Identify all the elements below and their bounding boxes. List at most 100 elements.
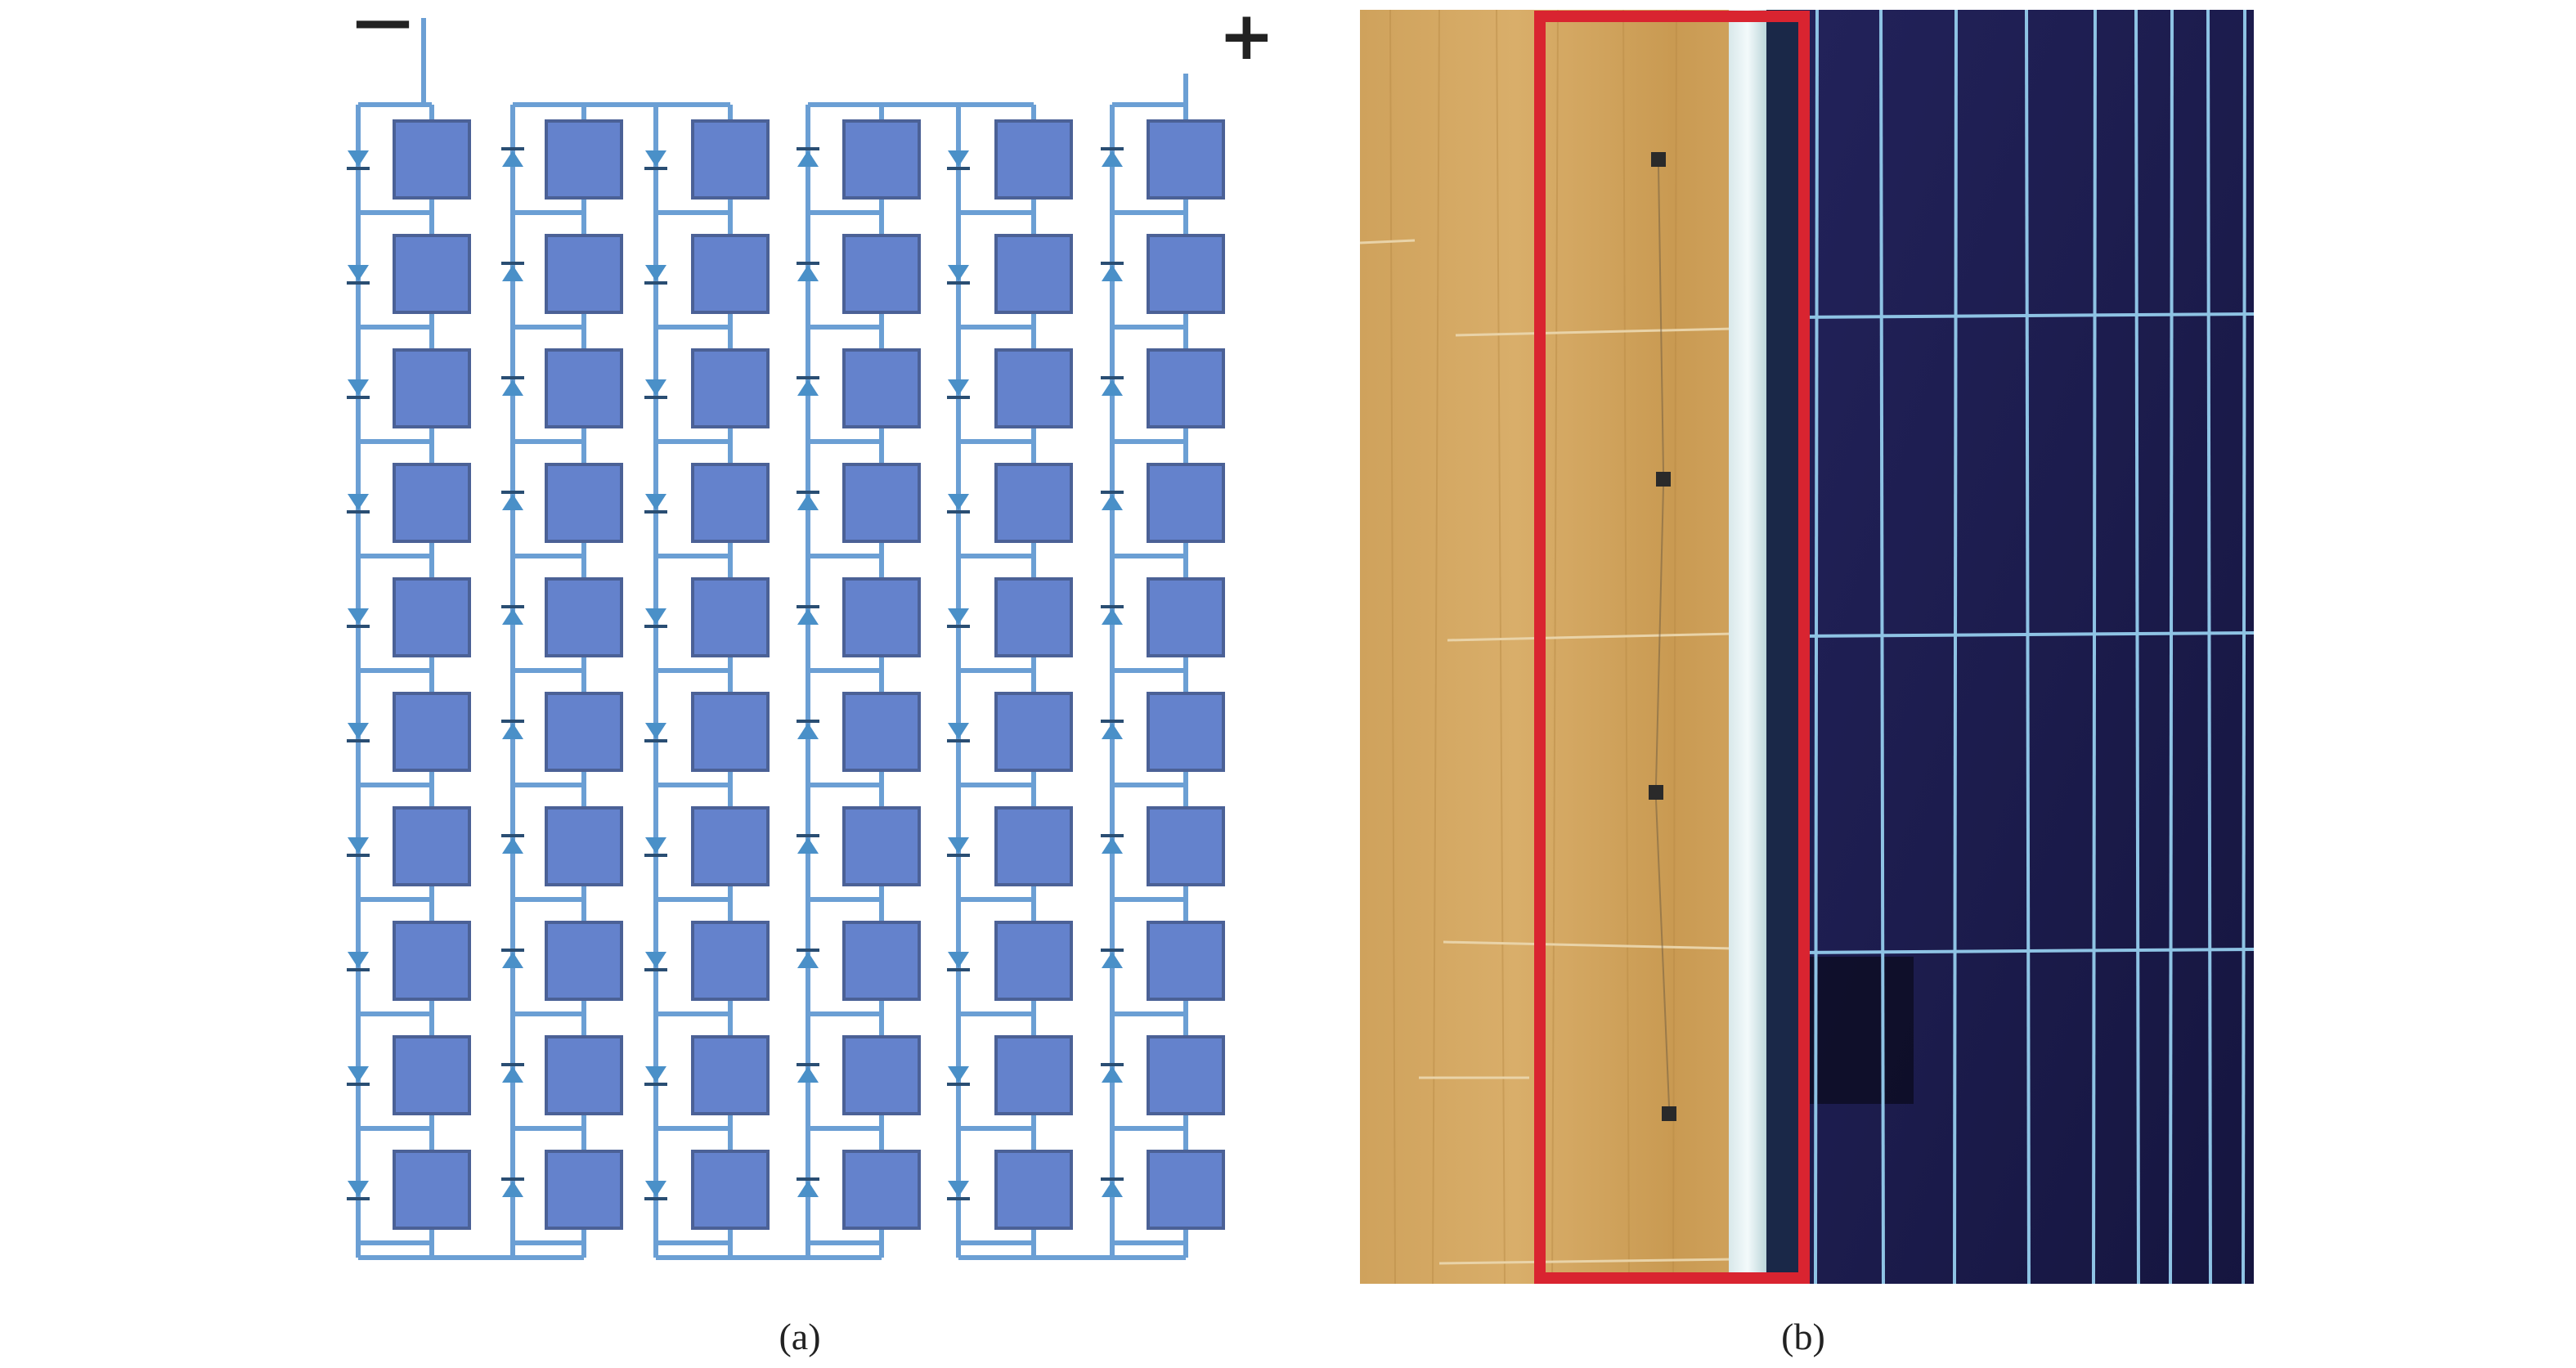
diode-triangle [948, 837, 969, 854]
solar-cell [994, 692, 1073, 772]
diode-triangle [502, 837, 523, 854]
diode-triangle [645, 837, 666, 854]
diode-triangle [502, 150, 523, 167]
diode-triangle [645, 150, 666, 167]
solar-cell [1147, 1150, 1225, 1230]
solar-cell [1147, 348, 1225, 428]
diode-triangle [1102, 952, 1123, 968]
sensor-marker [1651, 152, 1666, 167]
solar-cell [691, 234, 770, 314]
module-shadow [1799, 957, 1914, 1104]
diode-triangle [948, 265, 969, 281]
cell-grid-vertical [2169, 9, 2174, 1285]
solar-cell [691, 1035, 770, 1115]
diode-triangle [502, 265, 523, 281]
diode-triangle [645, 494, 666, 510]
cell-grid-lines [1798, 9, 2255, 1285]
solar-cell [545, 234, 623, 314]
cell-grid-vertical [2025, 9, 2031, 1285]
diode-triangle [348, 723, 369, 739]
solar-cell [691, 1150, 770, 1230]
diode-triangle [502, 379, 523, 396]
positive-terminal-label: + [1218, 0, 1275, 75]
diode-triangle [348, 379, 369, 396]
wood-grain [1389, 9, 1677, 1285]
solar-cell [545, 577, 623, 657]
solar-cell [393, 692, 471, 772]
diode-triangle [348, 1066, 369, 1083]
cell-grid-vertical [2092, 9, 2097, 1285]
solar-cell [1147, 692, 1225, 772]
diode-triangle [1102, 608, 1123, 625]
solar-cell [691, 806, 770, 886]
module-frame [1729, 10, 1766, 1284]
solar-cell [393, 1035, 471, 1115]
diode-triangle [645, 379, 666, 396]
diode-triangle [948, 150, 969, 167]
diode-triangle [502, 494, 523, 510]
solar-cell [842, 577, 921, 657]
solar-cell [994, 577, 1073, 657]
solar-cell [1147, 577, 1225, 657]
solar-cell [691, 921, 770, 1001]
diode-triangle [797, 1181, 819, 1197]
solar-cell [842, 348, 921, 428]
solar-cell [393, 119, 471, 200]
diode-triangle [948, 608, 969, 625]
diode-triangle [645, 1181, 666, 1197]
cell-grid-vertical [1879, 9, 1885, 1285]
wood-seams [1359, 239, 1735, 1265]
cell-grid-horizontal [1798, 948, 2255, 954]
sensor-cable [1655, 166, 1670, 1107]
diode-triangle [948, 1066, 969, 1083]
solar-cell [393, 577, 471, 657]
diode-triangle [797, 150, 819, 167]
solar-cell [393, 348, 471, 428]
solar-cell [393, 1150, 471, 1230]
diode-triangle [502, 952, 523, 968]
cell-grid-vertical [1953, 9, 1958, 1285]
solar-cell [994, 1150, 1073, 1230]
solar-cell [1147, 806, 1225, 886]
cell-grid-vertical [2134, 9, 2140, 1285]
solar-cell [545, 119, 623, 200]
diode-triangle [348, 1181, 369, 1197]
solar-cell [691, 463, 770, 543]
diode-triangle [348, 265, 369, 281]
circuit-diagram-panel: — + (a) [347, 0, 1275, 1357]
solar-cell [994, 921, 1073, 1001]
diode-triangle [645, 265, 666, 281]
solar-cell [994, 463, 1073, 543]
module-photo-panel: (b) [1359, 9, 2255, 1357]
solar-cell [842, 1150, 921, 1230]
diode-triangle [797, 608, 819, 625]
diode-triangle [948, 1181, 969, 1197]
solar-cell [393, 806, 471, 886]
solar-cell [994, 806, 1073, 886]
diode-triangle [348, 608, 369, 625]
diode-triangle [645, 1066, 666, 1083]
diode-triangle [948, 952, 969, 968]
solar-cell [842, 1035, 921, 1115]
solar-cell [691, 692, 770, 772]
solar-cell [691, 577, 770, 657]
solar-cell [842, 806, 921, 886]
solar-cell [842, 692, 921, 772]
solar-cells [393, 119, 1225, 1230]
diode-triangle [1102, 150, 1123, 167]
sensor-marker [1662, 1106, 1676, 1121]
diode-triangle [1102, 379, 1123, 396]
solar-cell [994, 1035, 1073, 1115]
solar-cell [393, 921, 471, 1001]
diode-triangle [797, 952, 819, 968]
solar-cell [842, 463, 921, 543]
diode-triangle [1102, 837, 1123, 854]
solar-cell [1147, 234, 1225, 314]
diode-triangle [348, 837, 369, 854]
diode-triangle [797, 379, 819, 396]
solar-cell [691, 119, 770, 200]
diode-triangle [348, 150, 369, 167]
solar-cell [545, 921, 623, 1001]
diode-triangle [1102, 723, 1123, 739]
sensor-marker [1649, 785, 1663, 800]
